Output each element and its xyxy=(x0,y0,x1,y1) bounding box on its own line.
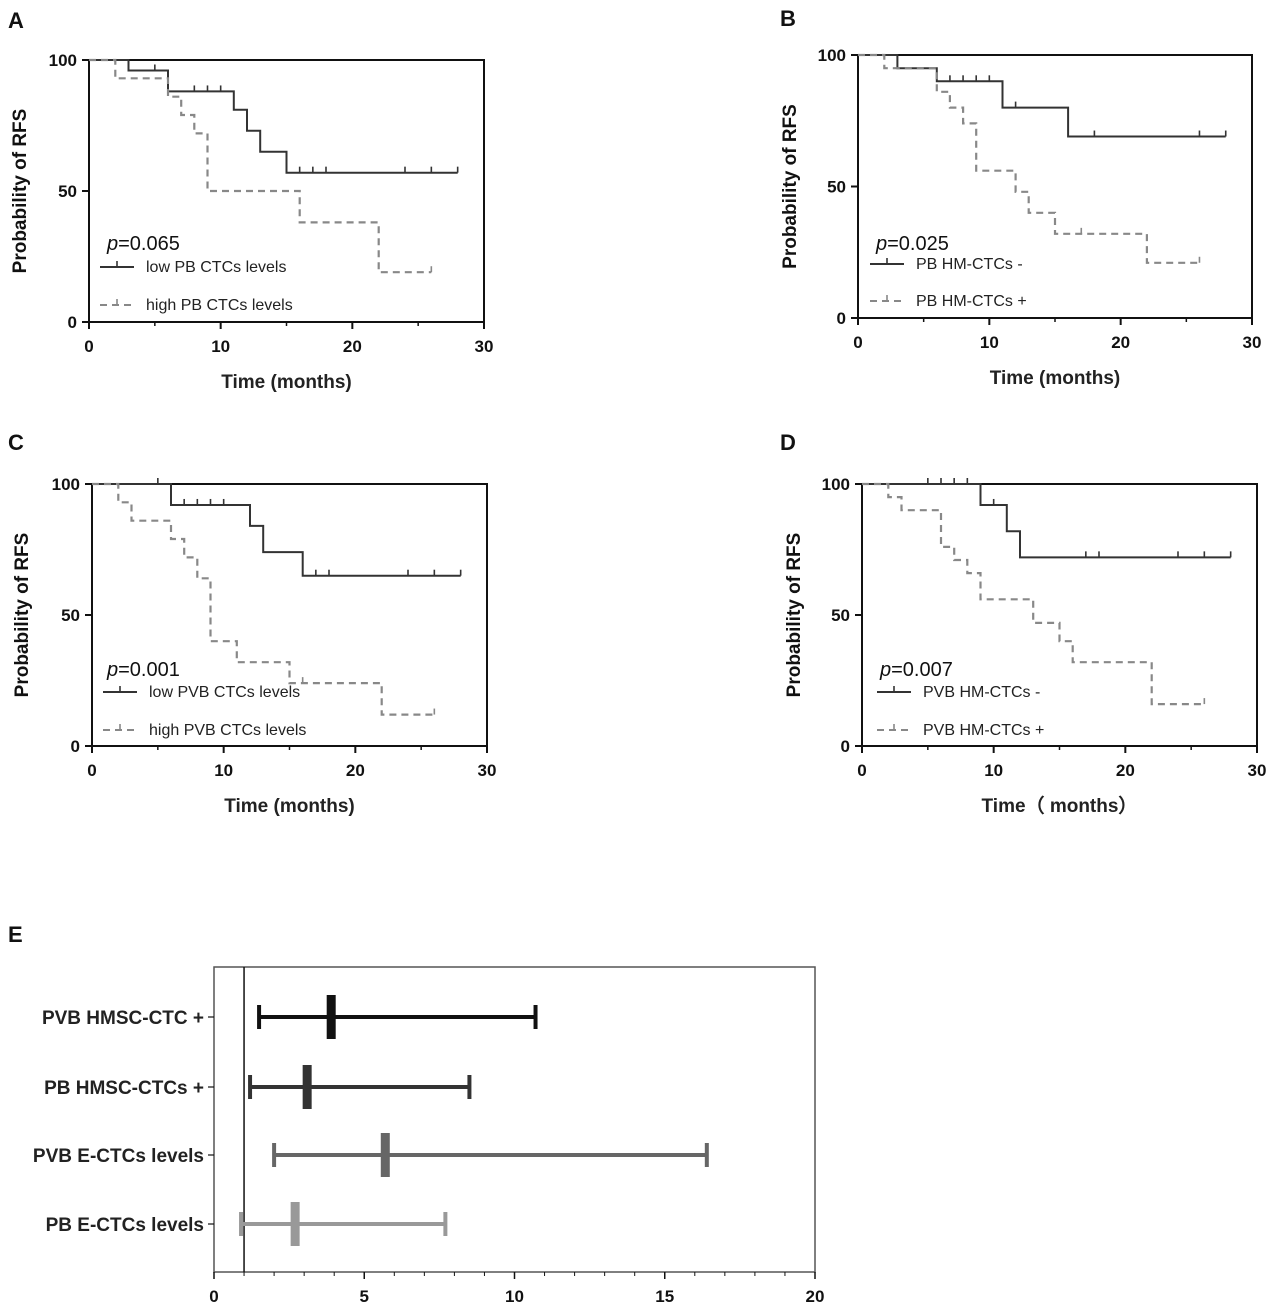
km-curve-dashed xyxy=(862,482,1205,706)
panel-d: D 0 50 100 0 10 20 30 Time（ months） Probability o… xyxy=(780,430,1266,817)
km-curve-solid xyxy=(92,483,461,577)
legend-label: PB HM-CTCs + xyxy=(916,293,1027,310)
y-axis-label: Probability of RFS xyxy=(10,109,31,274)
x-tick-label: 20 xyxy=(1111,333,1130,352)
x-tick-label: 20 xyxy=(346,761,365,780)
y-axis-label: Probability of RFS xyxy=(784,533,805,698)
estimate-marker xyxy=(290,1202,300,1246)
panel-letter: E xyxy=(8,922,23,947)
p-value-prefix: p xyxy=(875,233,887,255)
x-tick-label: 10 xyxy=(211,337,230,356)
x-tick-label: 10 xyxy=(214,761,233,780)
x-tick-label: 20 xyxy=(806,1287,825,1306)
x-axis-label: Time (months) xyxy=(221,372,352,393)
legend-label: high PVB CTCs levels xyxy=(149,722,306,739)
x-axis-label: Time (months) xyxy=(224,796,355,817)
km-curve-solid xyxy=(89,59,458,174)
plot-frame xyxy=(91,483,488,747)
panel-letter: D xyxy=(780,430,796,455)
legend-label: low PB CTCs levels xyxy=(146,259,286,276)
p-value-number: =0.025 xyxy=(887,233,949,255)
panel-e: E 0 5 10 15 20 PVB HMSC-CTC + PB HMSC-CTCs + PVB… xyxy=(8,922,824,1306)
x-tick-label: 30 xyxy=(475,337,494,356)
row-label: PVB HMSC-CTC + xyxy=(42,1008,204,1029)
p-value-prefix: p xyxy=(879,659,891,681)
x-tick-label: 30 xyxy=(1243,333,1262,352)
x-tick-label: 0 xyxy=(209,1287,218,1306)
panel-letter: C xyxy=(8,430,24,455)
km-curve-dashed xyxy=(858,53,1200,264)
km-curve-solid xyxy=(858,54,1226,138)
p-value-number: =0.065 xyxy=(118,233,180,255)
x-tick-label: 20 xyxy=(343,337,362,356)
estimate-marker xyxy=(380,1133,390,1177)
panel-c: C 0 50 100 0 10 20 30 Time (months) Probability o… xyxy=(8,430,496,817)
p-value: p=0.007 xyxy=(879,659,953,681)
km-curve-dashed xyxy=(92,482,435,716)
x-tick-label: 20 xyxy=(1116,761,1135,780)
x-tick-label: 10 xyxy=(980,333,999,352)
y-axis-label: Probability of RFS xyxy=(780,104,801,269)
y-tick-label: 0 xyxy=(71,737,80,756)
plot-frame xyxy=(213,966,816,1273)
legend-label: low PVB CTCs levels xyxy=(149,684,300,701)
legend-label: PB HM-CTCs - xyxy=(916,256,1023,273)
y-axis-label: Probability of RFS xyxy=(12,533,33,698)
y-tick-label: 0 xyxy=(841,737,850,756)
y-tick-label: 0 xyxy=(68,313,77,332)
x-tick-label: 30 xyxy=(1248,761,1267,780)
panel-a: A 0 50 100 0 10 20 30 Time (months) Probability o… xyxy=(8,8,493,393)
legend-label: PVB HM-CTCs + xyxy=(923,722,1044,739)
plot-frame xyxy=(857,54,1253,319)
y-tick-label: 50 xyxy=(58,182,77,201)
p-value: p=0.065 xyxy=(106,233,180,255)
y-tick-label: 0 xyxy=(837,309,846,328)
p-value: p=0.001 xyxy=(106,659,180,681)
p-value-number: =0.001 xyxy=(118,659,180,681)
y-tick-label: 100 xyxy=(49,51,77,70)
panel-letter: B xyxy=(780,6,796,31)
plot-frame xyxy=(861,483,1258,747)
p-value: p=0.025 xyxy=(875,233,949,255)
panel-letter: A xyxy=(8,8,24,33)
p-value-prefix: p xyxy=(106,659,118,681)
row-label: PB E-CTCs levels xyxy=(46,1215,204,1236)
x-tick-label: 0 xyxy=(857,761,866,780)
x-tick-label: 15 xyxy=(655,1287,674,1306)
panel-b: B 0 50 100 0 10 20 30 Time (months) Probability o… xyxy=(780,6,1261,389)
x-tick-label: 30 xyxy=(478,761,497,780)
x-tick-label: 0 xyxy=(84,337,93,356)
p-value-number: =0.007 xyxy=(891,659,953,681)
x-tick-label: 0 xyxy=(853,333,862,352)
legend-label: high PB CTCs levels xyxy=(146,297,293,314)
p-value-prefix: p xyxy=(106,233,118,255)
x-tick-label: 10 xyxy=(505,1287,524,1306)
x-axis-label: Time (months) xyxy=(990,368,1121,389)
y-tick-label: 100 xyxy=(52,475,80,494)
y-tick-label: 50 xyxy=(61,606,80,625)
estimate-marker xyxy=(326,995,336,1039)
km-curve-dashed xyxy=(89,58,432,274)
estimate-marker xyxy=(302,1065,312,1109)
y-tick-label: 50 xyxy=(827,178,846,197)
x-tick-label: 0 xyxy=(87,761,96,780)
x-axis-label: Time（ months） xyxy=(982,794,1138,817)
y-tick-label: 100 xyxy=(822,475,850,494)
y-tick-label: 50 xyxy=(831,606,850,625)
row-label: PB HMSC-CTCs + xyxy=(44,1078,204,1099)
y-tick-label: 100 xyxy=(818,46,846,65)
km-curve-solid xyxy=(862,483,1231,559)
x-tick-label: 10 xyxy=(984,761,1003,780)
legend-label: PVB HM-CTCs - xyxy=(923,684,1040,701)
row-label: PVB E-CTCs levels xyxy=(33,1146,204,1167)
x-tick-label: 5 xyxy=(360,1287,369,1306)
